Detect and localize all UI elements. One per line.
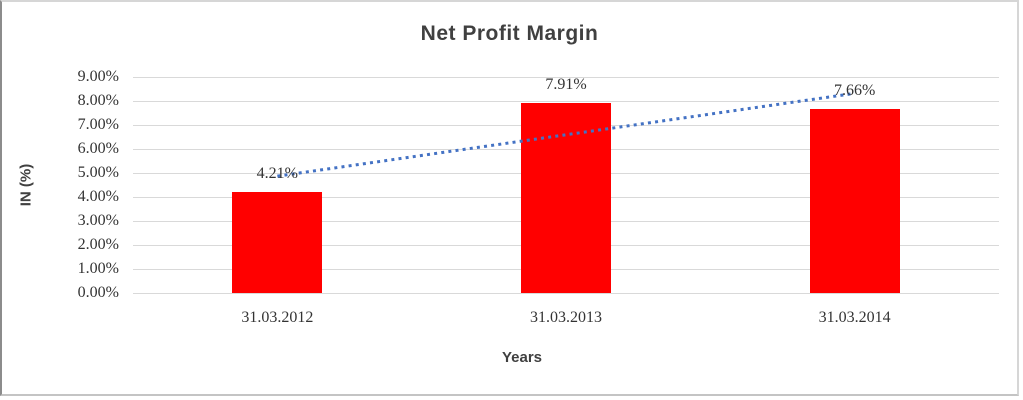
x-tick-label: 31.03.2012 (241, 309, 314, 326)
trendline (277, 91, 855, 178)
y-tick-label: 0.00% (77, 284, 119, 301)
y-tick-label: 5.00% (77, 164, 119, 181)
chart-title: Net Profit Margin (420, 22, 599, 45)
x-tick-label: 31.03.2013 (530, 309, 602, 326)
plot-area: 4.21% 7.91% 7.66% (133, 76, 999, 294)
y-tick-label: 4.00% (77, 188, 119, 205)
x-tick-label: 31.03.2014 (818, 309, 891, 326)
y-tick-label: 9.00% (77, 68, 119, 85)
trendline-path (277, 91, 855, 178)
y-tick-label: 3.00% (77, 212, 119, 229)
bar-31.03.2013 (521, 103, 611, 293)
y-tick-label: 2.00% (77, 236, 119, 253)
bar-31.03.2012 (232, 191, 323, 293)
y-tick-label: 8.00% (77, 92, 119, 109)
y-tick-label: 7.00% (77, 116, 119, 133)
bar-data-label: 7.91% (545, 76, 587, 94)
gridline (133, 77, 999, 78)
gridline (133, 101, 999, 102)
gridline (133, 293, 999, 294)
bar-data-label: 4.21% (256, 164, 298, 182)
bar-data-label: 7.66% (833, 82, 876, 100)
bar-31.03.2014 (809, 109, 900, 293)
x-axis-title: Years (501, 349, 543, 366)
y-tick-label: 1.00% (77, 260, 119, 277)
y-tick-label: 6.00% (77, 140, 119, 157)
